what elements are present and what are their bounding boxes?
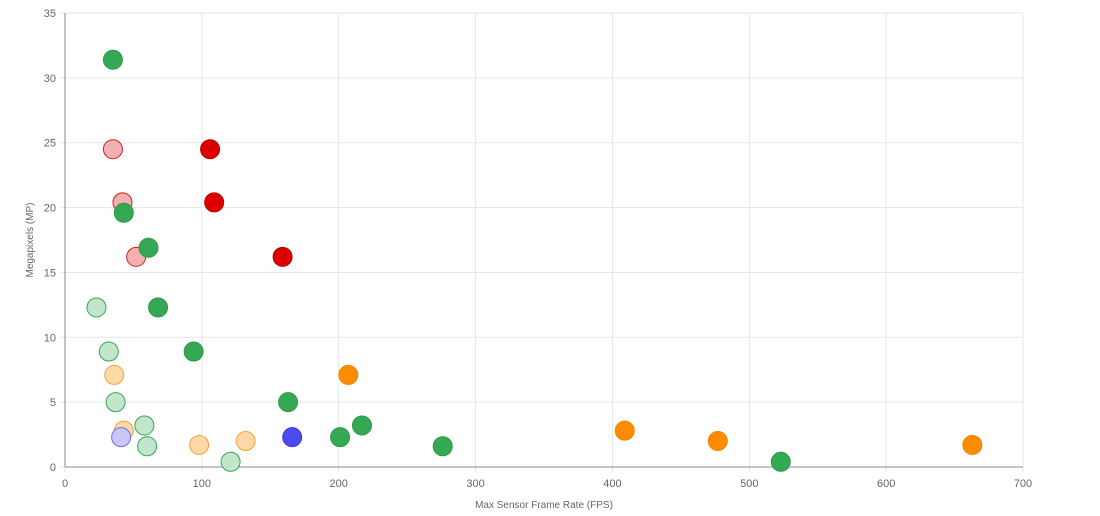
tick-labels: 0 100 200 300 400 500 600 700 0 5 10 15 20 25 30 35: [44, 8, 1032, 490]
x-tick-label: 0: [62, 478, 68, 490]
scatter-point[interactable]: [614, 420, 635, 441]
scatter-point[interactable]: [235, 431, 256, 452]
scatter-point[interactable]: [134, 415, 155, 436]
scatter-point[interactable]: [282, 427, 303, 448]
axes: [64, 13, 1023, 468]
x-tick-label: 200: [330, 478, 348, 490]
y-tick-label: 35: [44, 8, 56, 20]
x-tick-label: 400: [603, 478, 621, 490]
data-points: [86, 49, 983, 472]
scatter-point[interactable]: [220, 451, 241, 472]
scatter-point[interactable]: [104, 364, 125, 385]
scatter-point[interactable]: [338, 364, 359, 385]
gridlines: [60, 12, 1024, 472]
y-tick-label: 15: [44, 267, 56, 279]
x-tick-label: 100: [193, 478, 211, 490]
scatter-point[interactable]: [204, 192, 225, 213]
y-tick-label: 30: [44, 73, 56, 85]
scatter-point[interactable]: [351, 415, 372, 436]
y-tick-label: 20: [44, 203, 56, 215]
scatter-point[interactable]: [278, 392, 299, 413]
scatter-point[interactable]: [432, 436, 453, 457]
scatter-point[interactable]: [98, 341, 119, 362]
scatter-point[interactable]: [200, 139, 221, 160]
x-tick-label: 700: [1014, 478, 1032, 490]
y-axis-title: Megapixels (MP): [25, 202, 36, 277]
scatter-point[interactable]: [770, 451, 791, 472]
y-tick-label: 0: [50, 462, 56, 474]
scatter-point[interactable]: [102, 139, 123, 160]
scatter-point[interactable]: [111, 427, 132, 448]
scatter-point[interactable]: [707, 431, 728, 452]
y-tick-label: 5: [50, 397, 56, 409]
x-axis-title: Max Sensor Frame Rate (FPS): [475, 500, 613, 511]
scatter-point[interactable]: [113, 202, 134, 223]
scatter-point[interactable]: [330, 427, 351, 448]
scatter-point[interactable]: [183, 341, 204, 362]
scatter-point[interactable]: [189, 434, 210, 455]
x-tick-label: 600: [877, 478, 895, 490]
scatter-point[interactable]: [137, 436, 158, 457]
scatter-point[interactable]: [138, 237, 159, 258]
scatter-point[interactable]: [148, 297, 169, 318]
scatter-point[interactable]: [962, 434, 983, 455]
x-tick-label: 500: [740, 478, 758, 490]
scatter-point[interactable]: [272, 246, 293, 267]
y-tick-label: 25: [44, 138, 56, 150]
scatter-point[interactable]: [102, 49, 123, 70]
x-tick-label: 300: [466, 478, 484, 490]
scatter-point[interactable]: [86, 297, 107, 318]
y-tick-label: 10: [44, 332, 56, 344]
scatter-point[interactable]: [105, 392, 126, 413]
